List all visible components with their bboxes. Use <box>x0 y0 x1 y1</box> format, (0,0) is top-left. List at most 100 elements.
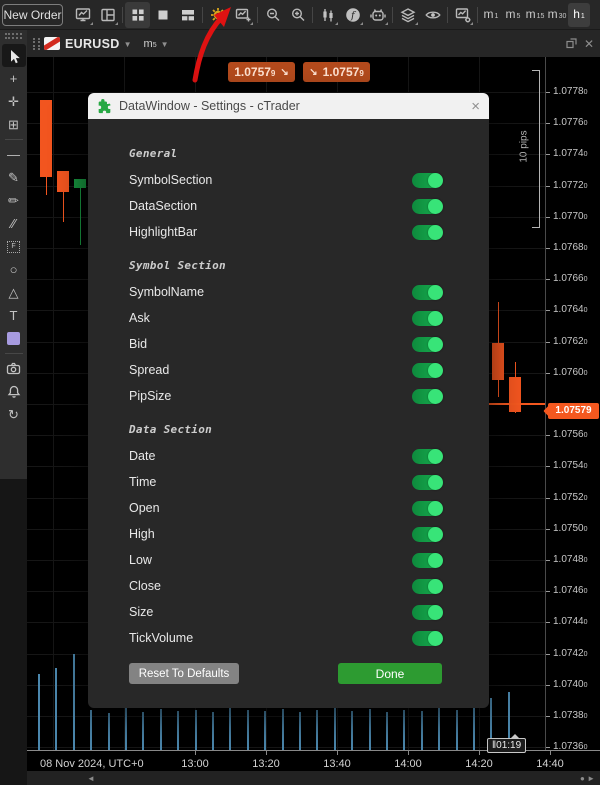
timeframe-m30-button[interactable]: m 30 <box>547 6 567 21</box>
color-swatch[interactable] <box>2 327 26 350</box>
setting-label: DataSection <box>129 199 198 213</box>
svg-text:f: f <box>350 10 357 21</box>
time-tick-label: 14:20 <box>465 758 493 770</box>
new-order-button[interactable]: New Order <box>2 3 63 26</box>
toggle-spread[interactable] <box>412 362 443 378</box>
sidebar-drag-handle[interactable] <box>5 33 22 39</box>
toggle-date[interactable] <box>412 448 443 464</box>
text-tool[interactable]: T <box>9 308 18 323</box>
chart-layout-icon[interactable] <box>95 2 120 28</box>
toggle-knob <box>428 362 443 378</box>
volume-bar <box>212 712 214 750</box>
pencil-tool[interactable]: ✎ <box>8 169 19 185</box>
time-tick-label: 13:40 <box>323 758 351 770</box>
toolbar-separator <box>312 6 313 23</box>
dialog-header[interactable]: DataWindow - Settings - cTrader × <box>88 93 489 119</box>
grid-view-icon[interactable] <box>125 1 150 28</box>
chart-header: EURUSD ▼ m5 ▼ ✕ <box>27 30 600 57</box>
fibonacci-tool[interactable]: F <box>2 235 26 258</box>
settings-gear-icon[interactable] <box>205 2 230 28</box>
measure-tool[interactable]: ⊞ <box>8 116 19 132</box>
scroll-left-icon[interactable]: ◄ <box>87 773 95 783</box>
chart-type-candles-icon[interactable] <box>315 2 340 28</box>
triangle-tool[interactable]: △ <box>8 284 19 300</box>
cursor-tool[interactable] <box>1 44 26 67</box>
trend-line-tool[interactable]: — <box>7 147 20 162</box>
crosshair-sync-tool[interactable]: ✛ <box>8 93 19 109</box>
toggle-low[interactable] <box>412 552 443 568</box>
candle <box>40 100 52 195</box>
toggle-tickvolume[interactable] <box>412 630 443 646</box>
detach-chart-icon[interactable] <box>566 38 577 49</box>
done-button[interactable]: Done <box>338 663 442 684</box>
toggle-size[interactable] <box>412 604 443 620</box>
setting-label: PipSize <box>129 389 172 403</box>
single-view-icon[interactable] <box>150 2 175 28</box>
watch-eye-icon[interactable] <box>420 2 445 28</box>
indicators-layers-icon[interactable] <box>395 2 420 28</box>
price-tick-mark <box>546 653 550 655</box>
price-tick-label: 1.07400 <box>553 678 588 690</box>
timeframe-m15-button[interactable]: m 15 <box>525 6 545 21</box>
chart-window-icon[interactable] <box>70 2 95 28</box>
toolbar-separator <box>477 6 478 23</box>
price-tick-mark <box>546 248 550 249</box>
toggle-time[interactable] <box>412 474 443 490</box>
toggle-pipsize[interactable] <box>412 388 443 404</box>
toolbar-separator <box>202 6 203 23</box>
price-axis[interactable]: 1.07579 1.07780 1.07760 1.07740 1.07720 1.07… <box>545 57 600 752</box>
toggle-highlightbar[interactable] <box>412 224 443 240</box>
scroll-right-icon[interactable]: ● ► <box>580 773 595 783</box>
candle-body <box>492 343 504 380</box>
ellipse-tool[interactable]: ○ <box>9 262 18 277</box>
screenshot-tool[interactable] <box>2 357 26 380</box>
toggle-symbolsection[interactable] <box>412 172 443 188</box>
toggle-bid[interactable] <box>412 336 443 352</box>
bots-icon[interactable] <box>365 2 390 28</box>
close-chart-icon[interactable]: ✕ <box>583 36 594 51</box>
symbol-name[interactable]: EURUSD <box>65 36 120 51</box>
main-toolbar: New Order <box>0 0 600 30</box>
toggle-ask[interactable] <box>412 310 443 326</box>
toggle-close[interactable] <box>412 578 443 594</box>
setting-label: SymbolName <box>129 285 205 299</box>
volume-bar <box>107 713 110 750</box>
toggle-open[interactable] <box>412 500 443 516</box>
crosshair-tool[interactable]: + <box>9 71 18 86</box>
brush-tool[interactable]: ⁄⁄ <box>11 216 16 231</box>
buy-quote-button[interactable]: ↘ 1.07579 <box>303 62 370 82</box>
chart-timeframe[interactable]: m5 <box>143 37 157 50</box>
toggle-symbolname[interactable] <box>412 284 443 300</box>
fundamentals-icon[interactable]: f <box>340 2 365 28</box>
split-view-icon[interactable] <box>175 2 200 28</box>
price-tick-label: 1.07780 <box>553 86 588 97</box>
toggle-high[interactable] <box>412 526 443 542</box>
settings-row: Open <box>129 495 443 521</box>
chart-drag-handle[interactable] <box>33 37 40 50</box>
chart-scrollbar[interactable]: ◄ ● ► <box>27 771 600 785</box>
sell-quote-button[interactable]: 1.07579 ↘ <box>228 62 295 82</box>
toggle-datasection[interactable] <box>412 198 443 214</box>
zoom-out-icon[interactable] <box>260 2 285 28</box>
alerts-tool[interactable] <box>2 380 26 403</box>
setting-label: Spread <box>129 363 170 377</box>
history-tool[interactable]: ↻ <box>8 406 19 422</box>
symbol-caret-icon[interactable]: ▼ <box>123 40 132 49</box>
chart-settings-icon[interactable] <box>450 2 475 28</box>
volume-bar <box>438 708 441 750</box>
candle-body <box>509 377 521 412</box>
toggle-knob <box>428 224 443 240</box>
dialog-close-icon[interactable]: × <box>471 97 480 115</box>
reset-to-defaults-button[interactable]: Reset To Defaults <box>129 663 239 684</box>
annotation-pencil-tool[interactable]: ✏ <box>8 192 19 208</box>
zoom-in-icon[interactable] <box>285 2 310 28</box>
timeframe-caret-icon[interactable]: ▼ <box>160 40 169 49</box>
setting-label: Close <box>129 579 161 593</box>
setting-label: Open <box>129 501 160 515</box>
new-chart-icon[interactable] <box>230 2 255 28</box>
volume-bar <box>351 711 354 750</box>
